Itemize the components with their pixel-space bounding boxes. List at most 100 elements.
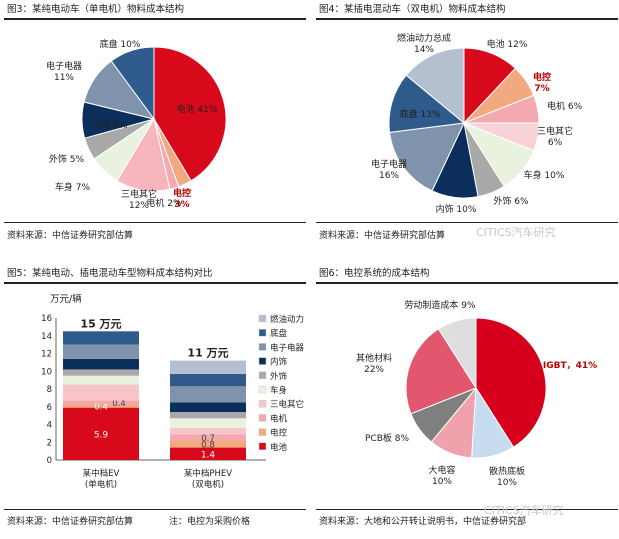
- slice-label-6: 内饰 8%: [92, 119, 128, 131]
- bar-segment: [170, 412, 246, 419]
- y-tick-label: 2: [47, 438, 52, 448]
- bar-segment: [63, 375, 139, 385]
- bar-segment: [170, 360, 246, 374]
- slice-label-2: 电机 6%: [547, 100, 583, 112]
- slice-label-text: 内饰 8%: [92, 119, 128, 131]
- divider: [4, 509, 306, 510]
- legend-swatch: [258, 414, 267, 422]
- pie-slice-9: [405, 47, 465, 125]
- x-category-label: (双电机): [192, 479, 224, 490]
- slice-label-4: 车身 7%: [55, 181, 91, 193]
- slice-label-text: 散热底板: [489, 465, 525, 477]
- slice-label-0: 电池 12%: [487, 38, 528, 50]
- legend-swatch: [258, 399, 267, 408]
- bar-segment: [63, 404, 139, 408]
- bar-segment: [170, 373, 246, 387]
- slice-label-text: 电控: [173, 187, 191, 199]
- slice-label-text: 22%: [364, 365, 384, 375]
- slice-label-text: 三电其它: [121, 188, 157, 200]
- slice-label-text: IGBT，41%: [543, 361, 597, 371]
- slice-label-0: 电池 41%: [177, 103, 218, 115]
- chart-title: 图6：电控系统的成本结构: [316, 266, 618, 284]
- slice-label-text: 其他材料: [356, 352, 392, 364]
- slice-label-text: 10%: [497, 478, 517, 488]
- bar-segment: [63, 331, 139, 345]
- chart-title: 图3：某纯电动车（单电机）物料成本结构: [4, 2, 306, 20]
- y-tick-label: 14: [41, 332, 52, 342]
- pie-slice-0: [153, 46, 227, 182]
- legend-label: 车身: [270, 385, 287, 396]
- bar-segment: [170, 447, 246, 460]
- bar-segment: [170, 402, 246, 413]
- slice-label-5: 外饰 5%: [49, 153, 85, 165]
- slice-label-text: 12%: [129, 201, 149, 211]
- bar-value-label: 1.4: [201, 450, 216, 460]
- chart-panel-fig5: 图5：某纯电动、插电混动车型物料成本结构对比 万元/辆 0 2 4 6 8 10 12 14 16…: [4, 266, 306, 527]
- chart-panel-fig4: 图4：某插电混动车（双电机）物料成本结构 电池 12% 电控 7% 电机 6% 三电其它…: [316, 2, 618, 241]
- watermark: CITICS汽车研究: [484, 504, 564, 517]
- bar-segment: [63, 400, 139, 405]
- slice-label-8: 底盘 13%: [400, 108, 441, 120]
- y-tick-label: 12: [41, 350, 52, 360]
- pie-slice-5: [437, 317, 477, 390]
- chart-title: 图4：某插电混动车（双电机）物料成本结构: [316, 2, 618, 20]
- y-tick-label: 0: [47, 456, 52, 466]
- slice-label-text: 16%: [379, 171, 399, 181]
- x-category-label: (单电机): [85, 479, 117, 490]
- pie-slice-8: [110, 46, 155, 121]
- bar-segment: [63, 344, 139, 359]
- source-text: 资料来源：中信证券研究部估算: [7, 231, 134, 241]
- slice-label-text: 底盘 13%: [400, 108, 441, 120]
- bar-total-label: 15 万元: [80, 317, 121, 330]
- legend-label: 电机: [270, 413, 288, 424]
- bar-segment: [63, 358, 139, 370]
- source-text: 资料来源：中信证券研究部估算: [319, 231, 446, 241]
- slice-label-6: 内饰 10%: [436, 203, 477, 215]
- bar-value-label: 0.8: [201, 441, 215, 451]
- slice-label-text: 外饰 6%: [493, 195, 529, 207]
- legend-label: 内饰: [270, 357, 288, 368]
- slice-label-8: 底盘 10%: [100, 38, 141, 50]
- bar-segment: [170, 418, 246, 429]
- pie-slice-7: [389, 122, 465, 192]
- legend-swatch: [258, 328, 267, 337]
- slice-label-text: 6%: [548, 138, 563, 148]
- bar-segment: [170, 440, 246, 448]
- bar-segment: [63, 384, 139, 401]
- stacked-bar-chart: 万元/辆 0 2 4 6 8 10 12 14 16 5.9 0.4 0.4 15 万元某中档EV(单电机…: [41, 293, 304, 490]
- legend-swatch: [258, 385, 267, 394]
- slice-label-text: 三电其它: [537, 125, 573, 137]
- bar-segment: [170, 386, 246, 403]
- bar-segment: [63, 369, 139, 376]
- slice-label-text: 3%: [174, 200, 189, 210]
- bar-segment: [63, 407, 139, 460]
- slice-label-0: IGBT，41%: [543, 361, 597, 371]
- slice-label-text: 电子电器: [371, 158, 407, 170]
- legend-swatch: [258, 357, 267, 365]
- legend-label: 燃油动力: [270, 314, 304, 325]
- slice-label-text: 电子电器: [46, 60, 82, 72]
- x-category-label: 某中档EV: [83, 468, 120, 479]
- bar-value-label: 0.7: [201, 434, 215, 444]
- bar-total-label: 11 万元: [187, 347, 228, 360]
- legend-label: 外饰: [270, 371, 288, 382]
- legend-swatch: [258, 314, 267, 323]
- legend-label: 三电其它: [270, 399, 304, 410]
- y-tick-label: 6: [47, 403, 52, 413]
- slice-label-text: 内饰 10%: [436, 203, 477, 215]
- legend-label: 电控: [270, 428, 288, 439]
- bar-segment: [170, 434, 246, 441]
- slice-label-text: PCB板 8%: [365, 432, 409, 444]
- legend-swatch: [258, 343, 267, 351]
- y-tick-label: 4: [47, 421, 52, 431]
- watermark: CITICS汽车研究: [476, 226, 556, 239]
- legend-swatch: [258, 442, 267, 451]
- source-text: 资料来源：大地和公开转让说明书，中信证券研究部: [319, 517, 527, 527]
- legend-swatch: [258, 371, 267, 380]
